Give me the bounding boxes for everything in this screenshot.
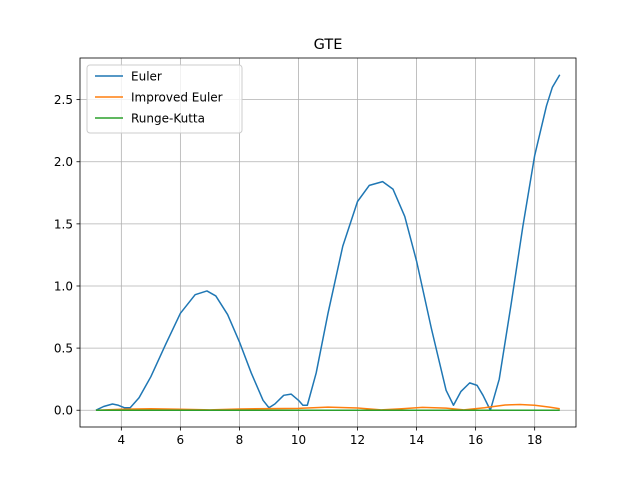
x-tick-label: 14 (409, 433, 424, 447)
legend: Euler Improved Euler Runge-Kutta (86, 64, 243, 134)
y-tick-label: 2.5 (54, 93, 73, 107)
legend-box (86, 64, 243, 134)
x-tick-label: 6 (177, 433, 185, 447)
y-tick-label: 1.5 (54, 217, 73, 231)
y-tick-label: 0.0 (54, 404, 73, 418)
x-tick-label: 4 (118, 433, 126, 447)
x-tick-label: 16 (468, 433, 483, 447)
x-tick-label: 10 (291, 433, 306, 447)
x-axis: 4 6 8 10 12 14 16 18 (118, 427, 542, 447)
grid (80, 58, 576, 427)
series-lines (95, 74, 561, 411)
legend-label-euler: Euler (131, 70, 162, 84)
series-line-euler (95, 74, 561, 411)
y-axis: 0.0 0.5 1.0 1.5 2.0 2.5 (54, 93, 80, 418)
y-tick-label: 1.0 (54, 279, 73, 293)
plot-frame (79, 57, 577, 428)
chart-title: GTE (314, 37, 343, 53)
x-tick-label: 12 (350, 433, 365, 447)
y-tick-label: 0.5 (54, 342, 73, 356)
x-tick-label: 18 (527, 433, 542, 447)
y-tick-label: 2.0 (54, 155, 73, 169)
x-tick-label: 8 (236, 433, 244, 447)
legend-label-runge-kutta: Runge-Kutta (131, 112, 205, 126)
legend-label-improved-euler: Improved Euler (131, 91, 223, 105)
